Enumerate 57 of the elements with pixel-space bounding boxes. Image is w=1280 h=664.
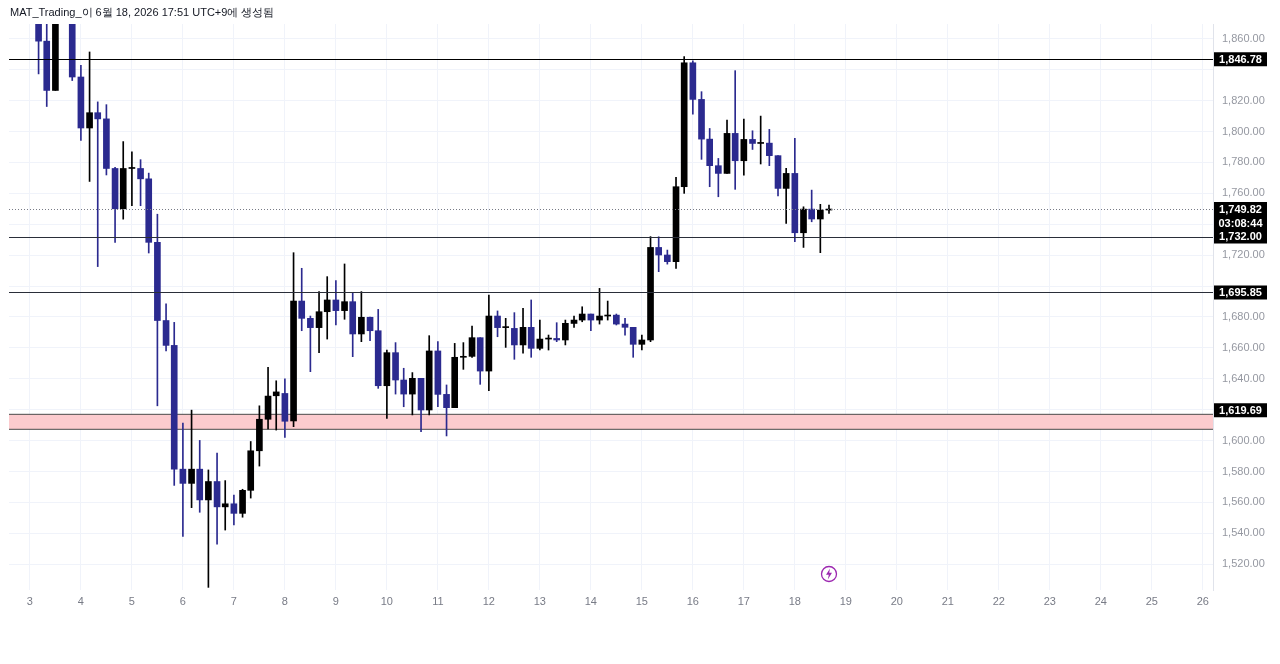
- x-tick-label: 23: [1043, 594, 1056, 607]
- y-tick-label: 1,560.00: [1222, 495, 1265, 508]
- y-tick-label: 1,860.00: [1222, 31, 1265, 44]
- chart-title: MAT_Trading_이 6월 18, 2026 17:51 UTC+9에 생성됨: [10, 5, 275, 19]
- x-tick-label: 24: [1094, 594, 1107, 607]
- ref-line-label: 1,695.85: [1219, 286, 1262, 299]
- y-tick-label: 1,780.00: [1222, 155, 1265, 168]
- candlestick: [502, 318, 510, 348]
- x-tick-label: 11: [432, 594, 444, 607]
- candlestick: [757, 115, 764, 165]
- y-tick-label: 1,580.00: [1222, 464, 1265, 477]
- x-tick-label: 20: [890, 594, 903, 607]
- band-label: 1,619.69: [1219, 403, 1262, 416]
- x-tick-label: 14: [584, 594, 597, 607]
- x-tick-label: 15: [635, 594, 648, 607]
- x-tick-label: 12: [482, 594, 495, 607]
- x-tick-label: 18: [788, 594, 801, 607]
- candlestick: [621, 318, 629, 336]
- y-tick-label: 1,540.00: [1222, 526, 1265, 539]
- x-tick-label: 6: [179, 594, 186, 607]
- x-tick-label: 25: [1145, 594, 1158, 607]
- x-tick-label: 8: [281, 594, 288, 607]
- x-tick-label: 13: [533, 594, 546, 607]
- candlestick: [128, 151, 136, 207]
- ref-line-label: 1,846.78: [1219, 52, 1262, 65]
- x-tick-label: 16: [686, 594, 699, 607]
- candlestick: [179, 422, 187, 537]
- y-tick-label: 1,720.00: [1222, 248, 1265, 261]
- y-tick-label: 1,760.00: [1222, 186, 1265, 199]
- ref-line-label: 1,749.82: [1219, 202, 1262, 215]
- x-tick-label: 19: [839, 594, 852, 607]
- x-tick-label: 3: [26, 594, 33, 607]
- x-tick-label: 5: [128, 594, 135, 607]
- candlestick: [655, 236, 663, 273]
- x-tick-label: 10: [380, 594, 393, 607]
- x-tick-label: 22: [992, 594, 1005, 607]
- x-tick-label: 9: [332, 594, 339, 607]
- candlestick: [323, 276, 331, 340]
- x-tick-label: 26: [1196, 594, 1209, 607]
- x-tick-label: 21: [941, 594, 954, 607]
- candlestick: [272, 380, 280, 431]
- candlestick: [731, 70, 739, 190]
- x-tick-label: 7: [230, 594, 237, 607]
- candlestick: [553, 322, 561, 343]
- candlestick: [94, 101, 102, 267]
- y-tick-label: 1,660.00: [1222, 340, 1265, 353]
- text: 03:08:44: [1218, 216, 1264, 229]
- y-tick-label: 1,600.00: [1222, 433, 1265, 446]
- y-tick-label: 1,800.00: [1222, 124, 1265, 137]
- y-tick-label: 1,680.00: [1222, 310, 1265, 322]
- y-tick-label: 1,640.00: [1222, 371, 1265, 384]
- x-tick-label: 4: [77, 594, 84, 607]
- y-tick-label: 1,520.00: [1222, 557, 1265, 570]
- candlestick: [221, 480, 229, 531]
- x-tick-label: 17: [737, 594, 750, 607]
- y-tick-label: 1,820.00: [1222, 93, 1265, 106]
- ref-line-label: 1,732.00: [1219, 230, 1262, 243]
